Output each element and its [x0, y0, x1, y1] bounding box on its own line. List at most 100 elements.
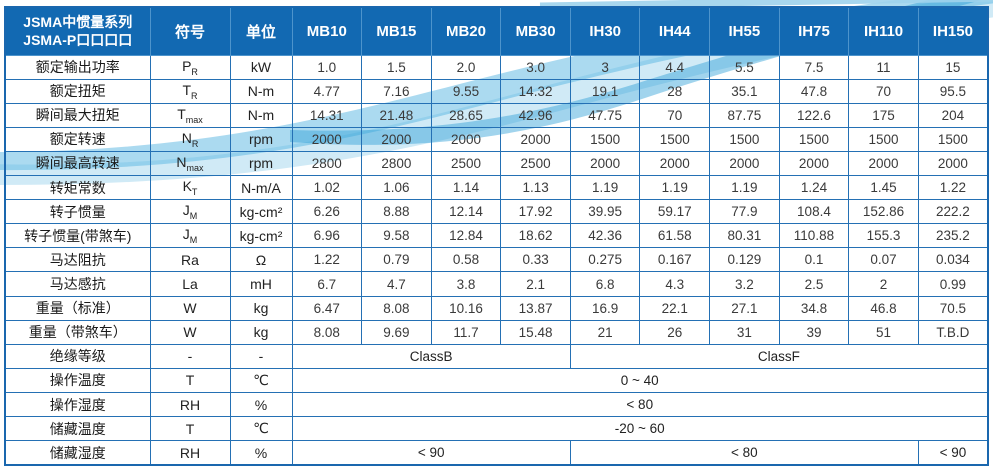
unit-cell: N-m: [229, 102, 293, 128]
merged-value-cell: ClassB: [291, 343, 571, 369]
spec-row: 转子惯量 JM kg-cm² 6.26 8.88 12.14 17.92 39.95 59.17…: [4, 199, 989, 225]
value-cell: 110.88: [778, 223, 850, 249]
value-cell: 15: [917, 54, 989, 80]
value-cell: 35.1: [709, 78, 780, 104]
value-cell: 1500: [709, 126, 780, 152]
symbol-text: -: [187, 348, 193, 365]
symbol-cell: Nmax: [149, 150, 231, 177]
unit-cell: mH: [229, 271, 293, 297]
symbol-text: RH: [179, 444, 201, 461]
header-row: JSMA中惯量系列 JSMA-P口口口口 符号 单位 MB10 MB15 MB20 M…: [4, 6, 989, 56]
merged-value-cell: < 80: [569, 440, 919, 466]
value-cell: 1500: [569, 126, 641, 152]
symbol-text: Ra: [181, 251, 199, 268]
symbol-text: T: [177, 105, 186, 122]
symbol-text: T: [182, 81, 192, 98]
value-cell: 31: [709, 319, 780, 345]
row-label: 储藏湿度: [4, 440, 151, 466]
model-header-IH55: IH55: [709, 6, 780, 56]
value-cell: 1.24: [778, 175, 850, 201]
merged-value-cell: < 90: [291, 440, 571, 466]
symbol-text: W: [183, 300, 197, 317]
value-cell: 8.08: [361, 295, 432, 321]
model-header-IH150: IH150: [917, 6, 989, 56]
spec-row: 马达感抗 La mH 6.7 4.7 3.8 2.1 6.8 4.3 3.2 2.5 2 0.99: [4, 271, 989, 297]
value-cell: 21.48: [361, 102, 432, 128]
value-cell: 2000: [709, 150, 780, 177]
unit-cell: kg-cm²: [229, 223, 293, 249]
value-cell: 1.13: [500, 175, 571, 201]
unit-cell: %: [229, 440, 293, 466]
model-header-MB10: MB10: [291, 6, 363, 56]
value-cell: 0.58: [430, 247, 502, 273]
row-label: 重量（标准）: [4, 295, 151, 321]
value-cell: 9.58: [361, 223, 432, 249]
value-cell: 175: [848, 102, 919, 128]
merged-value-cell: ClassF: [569, 343, 989, 369]
spec-row: 储藏温度 T ℃ -20 ~ 60: [4, 416, 989, 442]
spec-row: 瞬间最高转速 Nmax rpm 2800 2800 2500 2500 2000 2000 200…: [4, 150, 989, 177]
symbol-cell: NR: [149, 126, 231, 152]
value-cell: 21: [569, 319, 641, 345]
value-cell: 87.75: [709, 102, 780, 128]
value-cell: 70: [639, 102, 711, 128]
value-cell: 47.75: [569, 102, 641, 128]
value-cell: 22.1: [639, 295, 711, 321]
value-cell: 70: [848, 78, 919, 104]
value-cell: 1.22: [291, 247, 363, 273]
merged-value-cell: -20 ~ 60: [291, 416, 989, 442]
symbol-cell: JM: [149, 223, 231, 249]
value-cell: 26: [639, 319, 711, 345]
value-cell: 0.167: [639, 247, 711, 273]
value-cell: 9.69: [361, 319, 432, 345]
symbol-subscript: M: [189, 211, 198, 222]
value-cell: 12.14: [430, 199, 502, 225]
row-label: 额定转速: [4, 126, 151, 152]
value-cell: 42.96: [500, 102, 571, 128]
symbol-subscript: M: [189, 235, 198, 246]
spec-row: 额定输出功率 PR kW 1.0 1.5 2.0 3.0 3 4.4 5.5 7.5 11 15: [4, 54, 989, 80]
value-cell: 46.8: [848, 295, 919, 321]
spec-row: 转矩常数 KT N-m/A 1.02 1.06 1.14 1.13 1.19 1.19 1.19 1…: [4, 175, 989, 201]
row-label: 转子惯量(带煞车): [4, 223, 151, 249]
symbol-text: T: [185, 420, 195, 437]
unit-cell: rpm: [229, 150, 293, 177]
value-cell: 18.62: [500, 223, 571, 249]
row-label: 操作湿度: [4, 392, 151, 418]
value-cell: 1.02: [291, 175, 363, 201]
value-cell: T.B.D: [917, 319, 989, 345]
unit-column-header: 单位: [229, 6, 293, 56]
symbol-text: N: [181, 129, 192, 146]
value-cell: 2500: [500, 150, 571, 177]
value-cell: 0.99: [917, 271, 989, 297]
value-cell: 2.5: [778, 271, 850, 297]
value-cell: 51: [848, 319, 919, 345]
value-cell: 6.47: [291, 295, 363, 321]
value-cell: 13.87: [500, 295, 571, 321]
merged-value-cell: < 80: [291, 392, 989, 418]
value-cell: 2000: [291, 126, 363, 152]
value-cell: 61.58: [639, 223, 711, 249]
value-cell: 14.32: [500, 78, 571, 104]
unit-cell: kg-cm²: [229, 199, 293, 225]
symbol-cell: KT: [149, 175, 231, 201]
symbol-text: RH: [179, 396, 201, 413]
value-cell: 3.8: [430, 271, 502, 297]
value-cell: 7.5: [778, 54, 850, 80]
spec-table: JSMA中惯量系列 JSMA-P口口口口 符号 单位 MB10 MB15 MB20 M…: [4, 6, 989, 466]
value-cell: 42.36: [569, 223, 641, 249]
value-cell: 8.08: [291, 319, 363, 345]
row-label: 额定输出功率: [4, 54, 151, 80]
unit-cell: -: [229, 343, 293, 369]
value-cell: 7.16: [361, 78, 432, 104]
value-cell: 2.0: [430, 54, 502, 80]
unit-cell: kg: [229, 319, 293, 345]
model-header-IH44: IH44: [639, 6, 711, 56]
value-cell: 28: [639, 78, 711, 104]
value-cell: 2000: [430, 126, 502, 152]
value-cell: 2000: [778, 150, 850, 177]
value-cell: 16.9: [569, 295, 641, 321]
value-cell: 3.0: [500, 54, 571, 80]
